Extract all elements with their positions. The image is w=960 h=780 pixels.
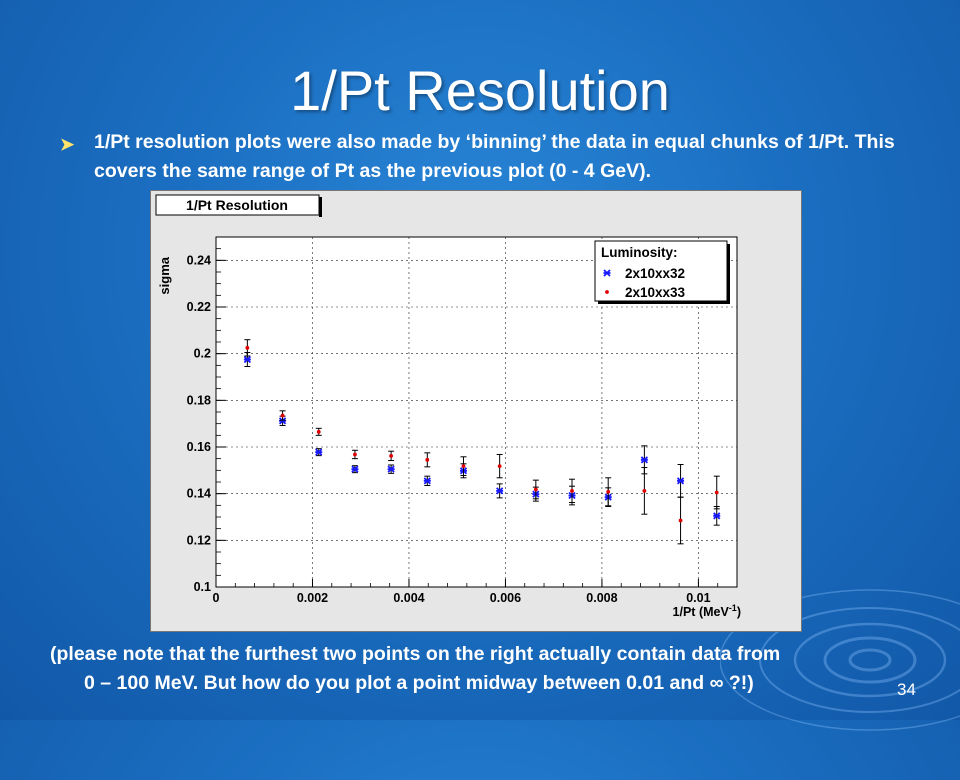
data-point xyxy=(714,490,719,495)
x-tick-label: 0.006 xyxy=(490,591,521,605)
y-tick-label: 0.22 xyxy=(187,300,211,314)
y-tick-label: 0.14 xyxy=(187,487,211,501)
legend-marker xyxy=(603,269,611,277)
data-point xyxy=(315,448,323,456)
footnote: (please note that the furthest two point… xyxy=(50,640,910,698)
x-axis-label: 1/Pt (MeV-1) xyxy=(673,603,741,619)
data-point xyxy=(640,456,649,464)
y-tick-label: 0.18 xyxy=(187,393,211,407)
x-tick-label: 0.01 xyxy=(686,591,710,605)
data-point xyxy=(461,464,466,469)
grid xyxy=(216,237,737,587)
data-point xyxy=(389,453,394,458)
bullet-text: 1/Pt resolution plots were also made by … xyxy=(94,131,895,182)
data-point xyxy=(278,417,287,425)
data-point xyxy=(606,489,611,494)
legend-marker xyxy=(605,290,609,294)
data-point xyxy=(533,487,538,492)
legend-entry: 2x10xx32 xyxy=(625,266,685,281)
legend: Luminosity: 2x10xx32 2x10xx33 xyxy=(594,240,730,304)
arrow-bullet-icon: ➤ xyxy=(60,135,75,154)
data-point xyxy=(676,477,685,485)
slide-title: 1/Pt Resolution xyxy=(290,59,670,122)
legend-title: Luminosity: xyxy=(601,245,678,260)
bullet-point: ➤ 1/Pt resolution plots were also made b… xyxy=(60,128,920,186)
data-point xyxy=(245,345,250,350)
data-point xyxy=(280,413,285,418)
data-point xyxy=(642,488,647,493)
data-point xyxy=(425,457,430,462)
x-tick-label: 0.004 xyxy=(393,591,424,605)
legend-entry: 2x10xx33 xyxy=(625,285,686,300)
y-tick-label: 0.1 xyxy=(194,580,211,594)
data-point xyxy=(713,512,721,520)
x-tick-label: 0 xyxy=(213,591,220,605)
y-tick-label: 0.24 xyxy=(187,253,211,267)
y-tick-label: 0.16 xyxy=(187,440,211,454)
resolution-chart: 1/Pt Resolution 0 0.002 0.004 0.006 0.008 0.01… xyxy=(155,194,741,619)
data-point xyxy=(496,487,504,495)
data-point xyxy=(243,355,251,364)
footnote-line-1: (please note that the furthest two point… xyxy=(50,643,781,665)
data-point xyxy=(351,465,359,473)
x-tick-label: 0.008 xyxy=(586,591,617,605)
plot-canvas: 1/Pt Resolution 0 0.002 0.004 0.006 0.008 0.01… xyxy=(150,190,802,632)
y-tick-label: 0.2 xyxy=(194,347,211,361)
data-point xyxy=(353,452,357,457)
data-point xyxy=(387,465,395,473)
chart-title-shadow xyxy=(319,197,322,217)
x-tick-label: 0.002 xyxy=(297,591,328,605)
footnote-line-2: 0 – 100 MeV. But how do you plot a point… xyxy=(84,672,754,694)
data-point xyxy=(570,488,574,493)
data-point xyxy=(497,464,502,469)
y-axis-label: sigma xyxy=(157,256,172,294)
page-number: 34 xyxy=(897,680,916,699)
data-point xyxy=(678,518,683,523)
legend-box xyxy=(594,240,728,302)
chart-title: 1/Pt Resolution xyxy=(186,197,288,213)
series-2 xyxy=(244,339,720,545)
data-point xyxy=(423,477,431,485)
y-tick-label: 0.12 xyxy=(187,533,211,547)
data-point xyxy=(316,429,321,434)
